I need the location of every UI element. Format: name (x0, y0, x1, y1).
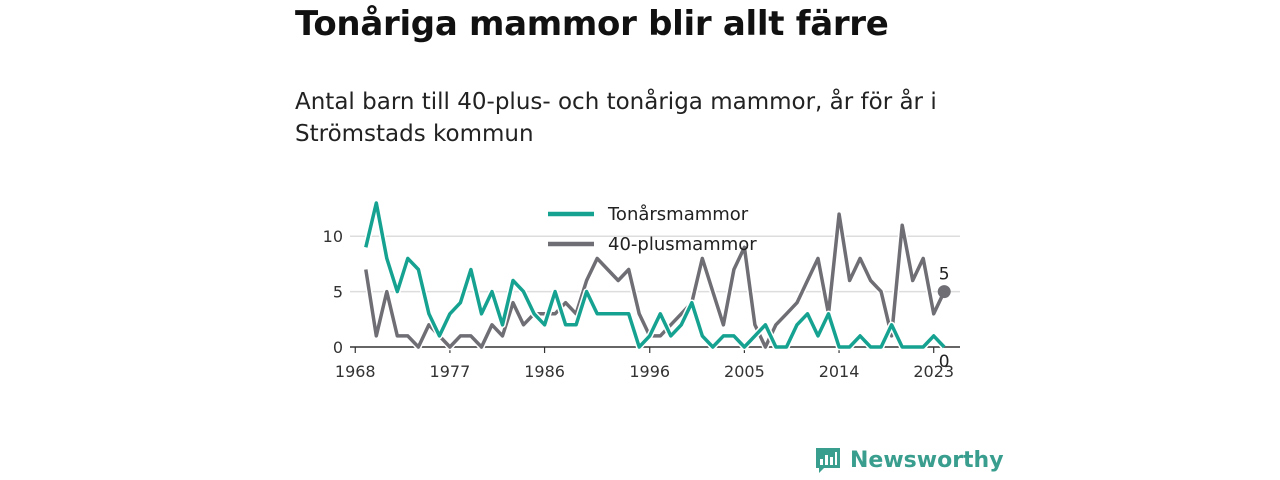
series-line (364, 212, 946, 349)
brand-name: Newsworthy (850, 447, 1004, 473)
legend-label: Tonårsmammor (607, 204, 749, 225)
legend-label: 40-plusmammor (608, 234, 757, 255)
x-tick-label: 1986 (524, 362, 565, 381)
y-tick-label: 10 (323, 227, 343, 246)
x-tick-label: 1977 (430, 362, 471, 381)
end-marker (937, 285, 951, 299)
y-tick-label: 5 (333, 283, 343, 302)
x-tick-label: 1996 (629, 362, 670, 381)
y-axis-ticks: 0 5 10 (323, 227, 343, 357)
end-value-label: 5 (939, 265, 950, 285)
x-tick-label: 2023 (913, 362, 954, 381)
y-tick-label: 0 (333, 338, 343, 357)
chart-title: Tonåriga mammor blir allt färre (295, 4, 889, 44)
newsworthy-logo-icon (816, 448, 840, 473)
series-lines (362, 199, 948, 351)
end-labels: 50 (937, 265, 951, 372)
grid-lines (350, 235, 960, 293)
newsworthy-logo: Newsworthy (814, 446, 1004, 474)
chart-subtitle: Antal barn till 40-plus- och tonåriga ma… (295, 89, 937, 147)
x-tick-label: 1968 (335, 362, 376, 381)
series-line (364, 201, 946, 349)
legend: Tonårsmammor 40-plusmammor (548, 204, 757, 255)
x-tick-label: 2005 (724, 362, 765, 381)
x-axis-ticks: 1968 1977 1986 1996 2005 2014 2023 (335, 347, 954, 381)
end-value-label: 0 (939, 352, 950, 372)
x-tick-label: 2014 (819, 362, 860, 381)
